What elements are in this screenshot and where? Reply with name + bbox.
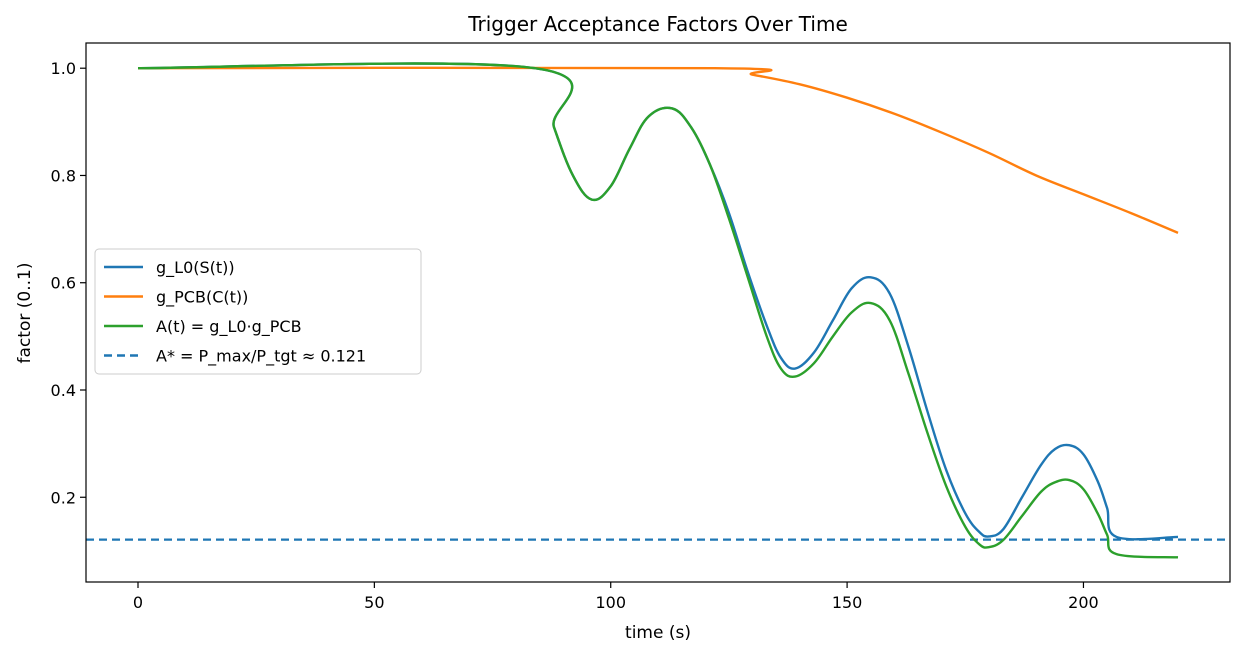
series-line-g-pcb [137,66,1179,234]
series-group [86,62,1230,559]
x-axis-label: time (s) [625,623,691,643]
legend-box [94,248,422,375]
x-tick-label: 150 [832,593,863,612]
y-axis-label: factor (0..1) [15,263,35,364]
y-axis: 0.2 0.4 0.6 0.8 1.0 [51,59,86,507]
legend-entry-threshold: A* = P_max/P_tgt ≈ 0.121 [104,347,366,367]
y-tick-label: 0.4 [51,381,76,400]
legend-label: A(t) = g_L0·g_PCB [156,317,302,337]
legend-entry-a: A(t) = g_L0·g_PCB [104,317,302,337]
y-tick-label: 0.2 [51,488,76,507]
x-tick-label: 200 [1068,593,1099,612]
y-tick-label: 0.8 [51,166,76,185]
series-line-a [137,62,1179,559]
plot-frame [85,42,1231,583]
x-tick-label: 50 [364,593,384,612]
legend-label: A* = P_max/P_tgt ≈ 0.121 [156,347,366,367]
y-tick-label: 0.6 [51,274,76,293]
chart-title: Trigger Acceptance Factors Over Time [467,12,848,36]
legend-entry-g-pcb: g_PCB(C(t)) [104,288,248,308]
legend-label: g_PCB(C(t)) [156,288,248,308]
x-tick-label: 100 [595,593,626,612]
legend: g_L0(S(t)) g_PCB(C(t)) A(t) = g_L0·g_PCB A*… [94,248,422,375]
x-axis: 0 50 100 150 200 [133,582,1099,612]
plot-area [85,42,1231,583]
y-tick-label: 1.0 [51,59,76,78]
legend-entry-g-l0: g_L0(S(t)) [104,258,235,278]
legend-label: g_L0(S(t)) [156,258,235,278]
x-tick-label: 0 [133,593,143,612]
